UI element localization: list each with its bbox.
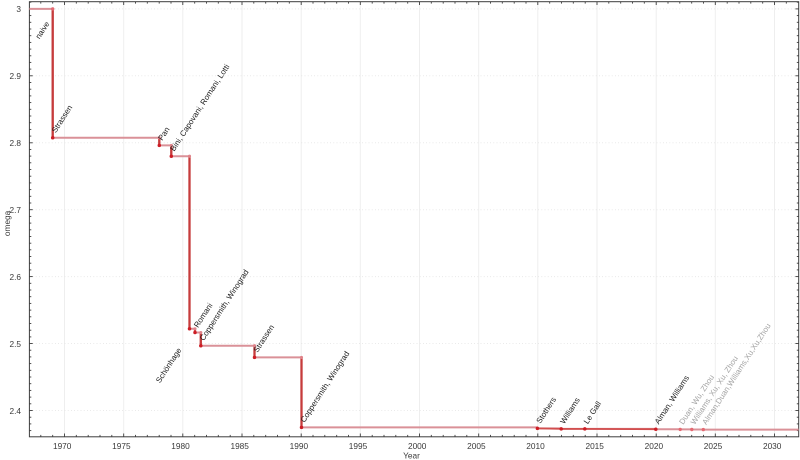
svg-text:2.6: 2.6	[9, 272, 21, 282]
svg-text:2025: 2025	[704, 441, 723, 451]
svg-text:1985: 1985	[230, 441, 249, 451]
svg-text:2010: 2010	[526, 441, 545, 451]
svg-text:Year: Year	[403, 451, 420, 460]
svg-text:2.4: 2.4	[9, 406, 21, 416]
svg-text:1995: 1995	[349, 441, 368, 451]
svg-text:2030: 2030	[763, 441, 782, 451]
svg-text:2.5: 2.5	[9, 339, 21, 349]
svg-text:2015: 2015	[585, 441, 604, 451]
svg-text:2.9: 2.9	[9, 71, 21, 81]
svg-text:2020: 2020	[645, 441, 664, 451]
svg-text:1970: 1970	[53, 441, 72, 451]
svg-text:1990: 1990	[290, 441, 309, 451]
svg-text:1975: 1975	[112, 441, 131, 451]
svg-text:2.7: 2.7	[9, 205, 21, 215]
svg-text:2005: 2005	[467, 441, 486, 451]
svg-text:1980: 1980	[171, 441, 190, 451]
svg-text:3: 3	[16, 4, 21, 14]
svg-text:2.8: 2.8	[9, 138, 21, 148]
svg-text:2000: 2000	[408, 441, 427, 451]
svg-text:omega: omega	[2, 210, 12, 236]
